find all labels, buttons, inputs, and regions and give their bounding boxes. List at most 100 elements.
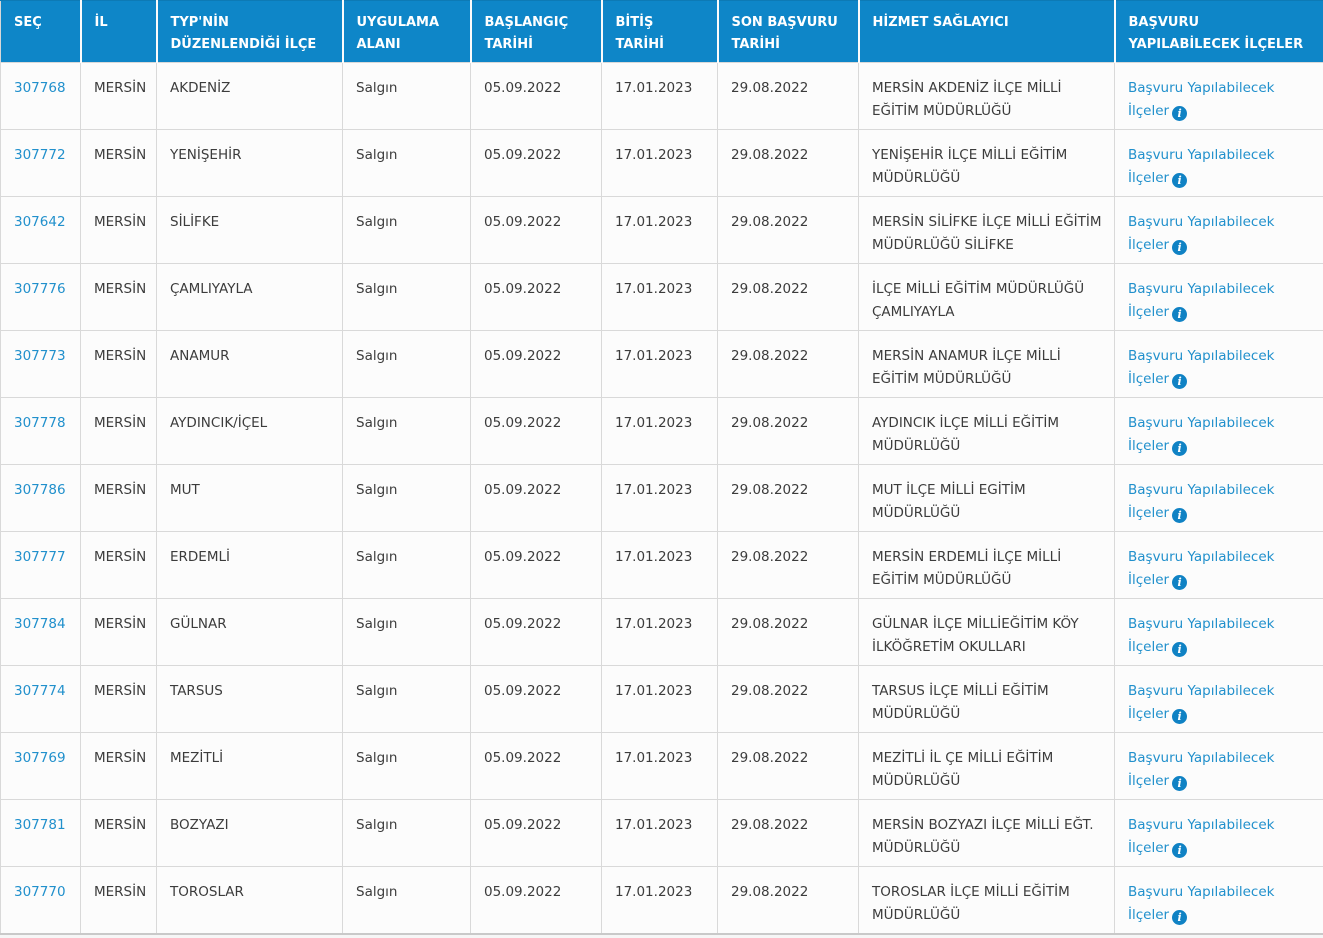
basvuru-ilceler-link[interactable]: Başvuru Yapılabilecek İlçeler i	[1128, 884, 1275, 925]
baslangic-tarihi-cell: 05.09.2022	[470, 62, 602, 130]
typ-id-link[interactable]: 307781	[14, 817, 66, 833]
basvuru-ilceler-link[interactable]: Başvuru Yapılabilecek İlçeler i	[1128, 750, 1275, 791]
basvuru-ilceler-link[interactable]: Başvuru Yapılabilecek İlçeler i	[1128, 281, 1275, 322]
baslangic-tarihi-cell: 05.09.2022	[470, 263, 602, 331]
typ-id-link[interactable]: 307642	[14, 214, 66, 230]
il-cell: MERSİN	[80, 598, 157, 666]
basvuru-ilceler-label: Başvuru Yapılabilecek İlçeler	[1128, 415, 1275, 454]
ilce-cell: TOROSLAR	[156, 866, 343, 935]
col-header-son-basvuru-tarihi: SON BAŞVURU TARİHİ	[716, 0, 859, 63]
info-icon: i	[1172, 642, 1188, 657]
typ-id-link[interactable]: 307778	[14, 415, 66, 431]
basvuru-ilceler-label: Başvuru Yapılabilecek İlçeler	[1128, 281, 1275, 320]
baslangic-tarihi-cell: 05.09.2022	[470, 330, 602, 398]
basvuru-ilceler-link[interactable]: Başvuru Yapılabilecek İlçeler i	[1128, 817, 1275, 858]
il-cell: MERSİN	[80, 196, 157, 264]
basvuru-ilceler-link[interactable]: Başvuru Yapılabilecek İlçeler i	[1128, 549, 1275, 590]
son-basvuru-tarihi-cell: 29.08.2022	[717, 531, 859, 599]
basvuru-ilceler-link[interactable]: Başvuru Yapılabilecek İlçeler i	[1128, 415, 1275, 456]
il-cell: MERSİN	[80, 665, 157, 733]
basvuru-ilceler-link[interactable]: Başvuru Yapılabilecek İlçeler i	[1128, 616, 1274, 657]
basvuru-ilceler-cell: Başvuru Yapılabilecek İlçeler i	[1114, 196, 1323, 264]
typ-id-link[interactable]: 307784	[14, 616, 66, 632]
il-cell: MERSİN	[80, 531, 157, 599]
son-basvuru-tarihi-cell: 29.08.2022	[717, 62, 859, 130]
table-body: 307768 MERSİN AKDENİZ Salgın 05.09.2022 17.01…	[0, 62, 1323, 935]
uygulama-alani-cell: Salgın	[342, 732, 471, 800]
basvuru-ilceler-cell: Başvuru Yapılabilecek İlçeler i	[1114, 62, 1323, 130]
bitis-tarihi-cell: 17.01.2023	[601, 129, 718, 197]
bitis-tarihi-cell: 17.01.2023	[601, 598, 718, 666]
sec-cell: 307786	[0, 464, 81, 532]
baslangic-tarihi-cell: 05.09.2022	[470, 531, 602, 599]
bitis-tarihi-cell: 17.01.2023	[601, 665, 718, 733]
col-header-typ-ilce: TYP'NİN DÜZENLENDİĞİ İLÇE	[155, 0, 343, 63]
col-header-il: İL	[79, 0, 157, 63]
il-cell: MERSİN	[80, 330, 157, 398]
typ-id-link[interactable]: 307776	[14, 281, 66, 297]
uygulama-alani-cell: Salgın	[342, 531, 471, 599]
info-icon: i	[1172, 709, 1188, 724]
basvuru-ilceler-link[interactable]: Başvuru Yapılabilecek İlçeler i	[1128, 482, 1274, 523]
basvuru-ilceler-link[interactable]: Başvuru Yapılabilecek İlçeler i	[1128, 348, 1274, 389]
table-row: 307770 MERSİN TOROSLAR Salgın 05.09.2022 17.0…	[0, 866, 1323, 935]
hizmet-saglayici-cell: TARSUS İLÇE MİLLİ EĞİTİM MÜDÜRLÜĞÜ	[858, 665, 1115, 733]
sec-cell: 307778	[0, 397, 81, 465]
son-basvuru-tarihi-cell: 29.08.2022	[717, 799, 859, 867]
son-basvuru-tarihi-cell: 29.08.2022	[717, 330, 859, 398]
bitis-tarihi-cell: 17.01.2023	[601, 866, 718, 935]
il-cell: MERSİN	[80, 799, 157, 867]
hizmet-saglayici-cell: TOROSLAR İLÇE MİLLİ EĞİTİM MÜDÜRLÜĞÜ	[858, 866, 1115, 935]
info-icon: i	[1172, 843, 1188, 858]
il-cell: MERSİN	[80, 397, 157, 465]
basvuru-ilceler-link[interactable]: Başvuru Yapılabilecek İlçeler i	[1128, 683, 1275, 724]
uygulama-alani-cell: Salgın	[342, 665, 471, 733]
typ-id-link[interactable]: 307769	[14, 750, 66, 766]
basvuru-ilceler-label: Başvuru Yapılabilecek İlçeler	[1128, 549, 1275, 588]
baslangic-tarihi-cell: 05.09.2022	[470, 129, 602, 197]
baslangic-tarihi-cell: 05.09.2022	[470, 665, 602, 733]
bitis-tarihi-cell: 17.01.2023	[601, 799, 718, 867]
basvuru-ilceler-cell: Başvuru Yapılabilecek İlçeler i	[1114, 397, 1323, 465]
typ-id-link[interactable]: 307772	[14, 147, 66, 163]
bitis-tarihi-cell: 17.01.2023	[601, 263, 718, 331]
typ-id-link[interactable]: 307773	[14, 348, 66, 364]
basvuru-ilceler-label: Başvuru Yapılabilecek İlçeler	[1128, 750, 1275, 789]
son-basvuru-tarihi-cell: 29.08.2022	[717, 129, 859, 197]
uygulama-alani-cell: Salgın	[342, 129, 471, 197]
typ-id-link[interactable]: 307786	[14, 482, 66, 498]
basvuru-ilceler-cell: Başvuru Yapılabilecek İlçeler i	[1114, 866, 1323, 935]
ilce-cell: YENİŞEHİR	[156, 129, 343, 197]
ilce-cell: GÜLNAR	[156, 598, 343, 666]
basvuru-ilceler-label: Başvuru Yapılabilecek İlçeler	[1128, 817, 1275, 856]
typ-id-link[interactable]: 307770	[14, 884, 66, 900]
basvuru-ilceler-cell: Başvuru Yapılabilecek İlçeler i	[1114, 799, 1323, 867]
info-icon: i	[1172, 307, 1188, 322]
basvuru-ilceler-label: Başvuru Yapılabilecek İlçeler	[1128, 884, 1275, 923]
son-basvuru-tarihi-cell: 29.08.2022	[717, 665, 859, 733]
bitis-tarihi-cell: 17.01.2023	[601, 196, 718, 264]
ilce-cell: ERDEMLİ	[156, 531, 343, 599]
ilce-cell: AKDENİZ	[156, 62, 343, 130]
basvuru-ilceler-link[interactable]: Başvuru Yapılabilecek İlçeler i	[1128, 80, 1274, 121]
basvuru-ilceler-cell: Başvuru Yapılabilecek İlçeler i	[1114, 531, 1323, 599]
table-row: 307774 MERSİN TARSUS Salgın 05.09.2022 17.01.…	[0, 665, 1323, 733]
basvuru-ilceler-label: Başvuru Yapılabilecek İlçeler	[1128, 683, 1275, 722]
basvuru-ilceler-cell: Başvuru Yapılabilecek İlçeler i	[1114, 598, 1323, 666]
sec-cell: 307772	[0, 129, 81, 197]
basvuru-ilceler-link[interactable]: Başvuru Yapılabilecek İlçeler i	[1128, 147, 1274, 188]
typ-id-link[interactable]: 307768	[14, 80, 66, 96]
info-icon: i	[1172, 776, 1188, 791]
hizmet-saglayici-cell: İLÇE MİLLİ EĞİTİM MÜDÜRLÜĞÜ ÇAMLIYAYLA	[858, 263, 1115, 331]
son-basvuru-tarihi-cell: 29.08.2022	[717, 732, 859, 800]
basvuru-ilceler-cell: Başvuru Yapılabilecek İlçeler i	[1114, 665, 1323, 733]
son-basvuru-tarihi-cell: 29.08.2022	[717, 866, 859, 935]
table-row: 307768 MERSİN AKDENİZ Salgın 05.09.2022 17.01…	[0, 62, 1323, 130]
typ-id-link[interactable]: 307777	[14, 549, 66, 565]
typ-id-link[interactable]: 307774	[14, 683, 66, 699]
bitis-tarihi-cell: 17.01.2023	[601, 464, 718, 532]
baslangic-tarihi-cell: 05.09.2022	[470, 732, 602, 800]
info-icon: i	[1172, 106, 1188, 121]
basvuru-ilceler-link[interactable]: Başvuru Yapılabilecek İlçeler i	[1128, 214, 1274, 255]
